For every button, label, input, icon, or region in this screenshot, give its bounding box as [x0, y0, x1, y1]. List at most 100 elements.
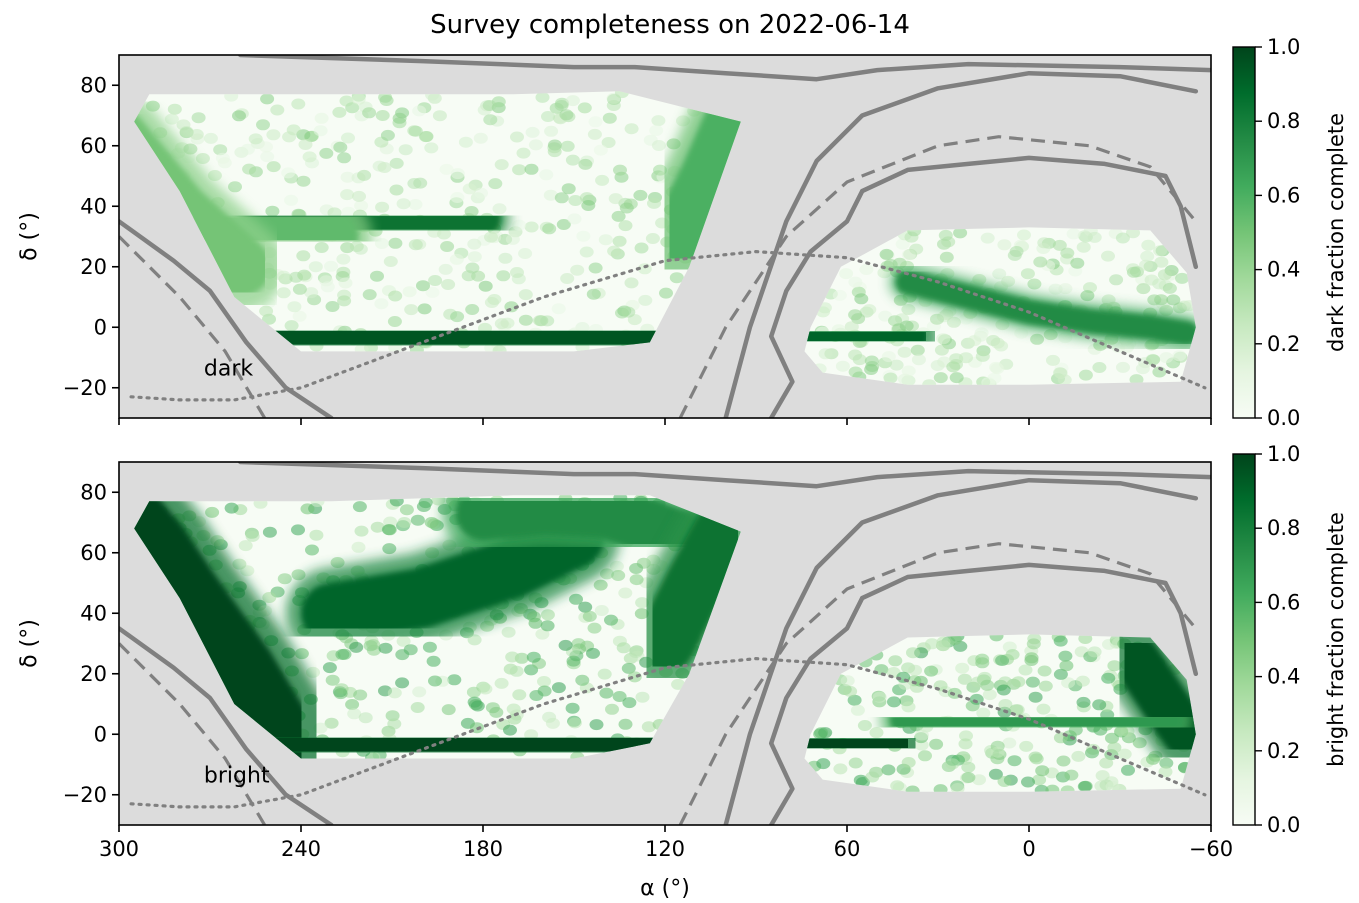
coverage-band-5 — [804, 312, 929, 361]
tile — [256, 119, 270, 131]
tile — [461, 270, 476, 282]
dark-panel: dark −20 0 20 40 60 80 δ (°) 0.0 0.2 0.4 0.6 0.8 1.0 d… — [17, 35, 1348, 430]
tile — [1126, 266, 1141, 278]
tile — [566, 655, 581, 667]
tile — [395, 677, 410, 689]
galactic-contour-1 — [723, 477, 1199, 825]
tile — [1116, 361, 1130, 373]
tile — [1059, 660, 1074, 672]
y-tick-label: −20 — [63, 783, 107, 807]
tile — [410, 514, 425, 526]
x-tick-label: −60 — [1189, 837, 1233, 861]
tile — [576, 230, 591, 242]
tile — [277, 573, 292, 585]
tile — [604, 614, 618, 626]
tile — [467, 634, 482, 646]
tile — [240, 143, 255, 155]
tile — [224, 502, 239, 514]
tile — [568, 195, 583, 206]
tile — [593, 144, 608, 156]
tile — [313, 125, 328, 137]
y-tick-label: 60 — [80, 134, 107, 158]
tile — [1159, 352, 1174, 364]
tile — [528, 139, 543, 151]
tile — [565, 154, 580, 166]
tile — [352, 501, 367, 513]
tile — [488, 178, 503, 190]
tile — [539, 169, 554, 181]
tile — [1021, 776, 1035, 788]
tile — [306, 666, 320, 678]
tile — [248, 133, 263, 145]
tile — [291, 524, 305, 536]
colorbar-tick-label: 0.2 — [1267, 739, 1300, 763]
tile — [542, 223, 557, 235]
tile — [938, 229, 953, 241]
tile — [498, 252, 513, 264]
tile — [922, 379, 937, 385]
tile — [397, 517, 412, 528]
tile — [561, 183, 576, 195]
tile — [612, 235, 627, 247]
tile — [988, 768, 1003, 780]
tile — [526, 651, 541, 663]
tile — [478, 280, 493, 292]
tile — [259, 141, 273, 153]
tile — [581, 200, 596, 211]
tile — [560, 273, 575, 284]
colorbar-tick-label: 0.6 — [1267, 183, 1300, 207]
coverage-band-3 — [455, 495, 708, 565]
tile — [407, 178, 422, 189]
colorbar-tick-label: 0.4 — [1267, 665, 1300, 689]
tile — [980, 232, 995, 244]
tile — [587, 622, 602, 634]
tile — [955, 662, 970, 674]
tile — [933, 784, 948, 792]
tile — [582, 610, 597, 622]
tile — [949, 372, 964, 384]
tile — [447, 674, 462, 686]
tile — [1070, 257, 1085, 269]
tile — [972, 774, 986, 786]
tile — [167, 103, 182, 115]
coverage-band-2 — [301, 507, 605, 644]
tile — [1117, 748, 1132, 760]
tile — [341, 132, 355, 144]
tile — [512, 164, 527, 176]
tile — [579, 246, 594, 258]
tile — [1071, 750, 1086, 762]
tile — [238, 540, 253, 552]
y-tick-label: 60 — [80, 541, 107, 565]
tile — [1035, 765, 1050, 777]
tile — [1061, 677, 1076, 689]
tile — [1038, 680, 1053, 692]
tile — [439, 163, 454, 175]
tile — [575, 674, 590, 686]
tile — [1037, 237, 1052, 249]
tile — [1024, 652, 1039, 664]
tile — [554, 100, 569, 111]
tile — [945, 758, 960, 770]
tile — [1007, 755, 1022, 767]
tile — [245, 530, 260, 542]
colorbar-tick-label: 0.8 — [1267, 516, 1300, 540]
tile — [164, 113, 179, 125]
tile — [383, 256, 398, 267]
tile — [535, 628, 550, 640]
tile — [934, 344, 949, 356]
tile — [959, 352, 973, 364]
tile — [512, 219, 527, 231]
tile — [607, 245, 622, 257]
tile — [262, 526, 277, 538]
tile — [1020, 268, 1035, 280]
tile — [1056, 755, 1071, 767]
tile — [587, 128, 602, 140]
x-axis-label: α (°) — [640, 876, 690, 901]
tile — [217, 157, 232, 169]
tile — [1140, 250, 1155, 262]
sgc-outline-footprint — [804, 227, 1196, 385]
tile — [528, 617, 543, 629]
tile — [389, 157, 404, 169]
tile — [424, 142, 439, 154]
